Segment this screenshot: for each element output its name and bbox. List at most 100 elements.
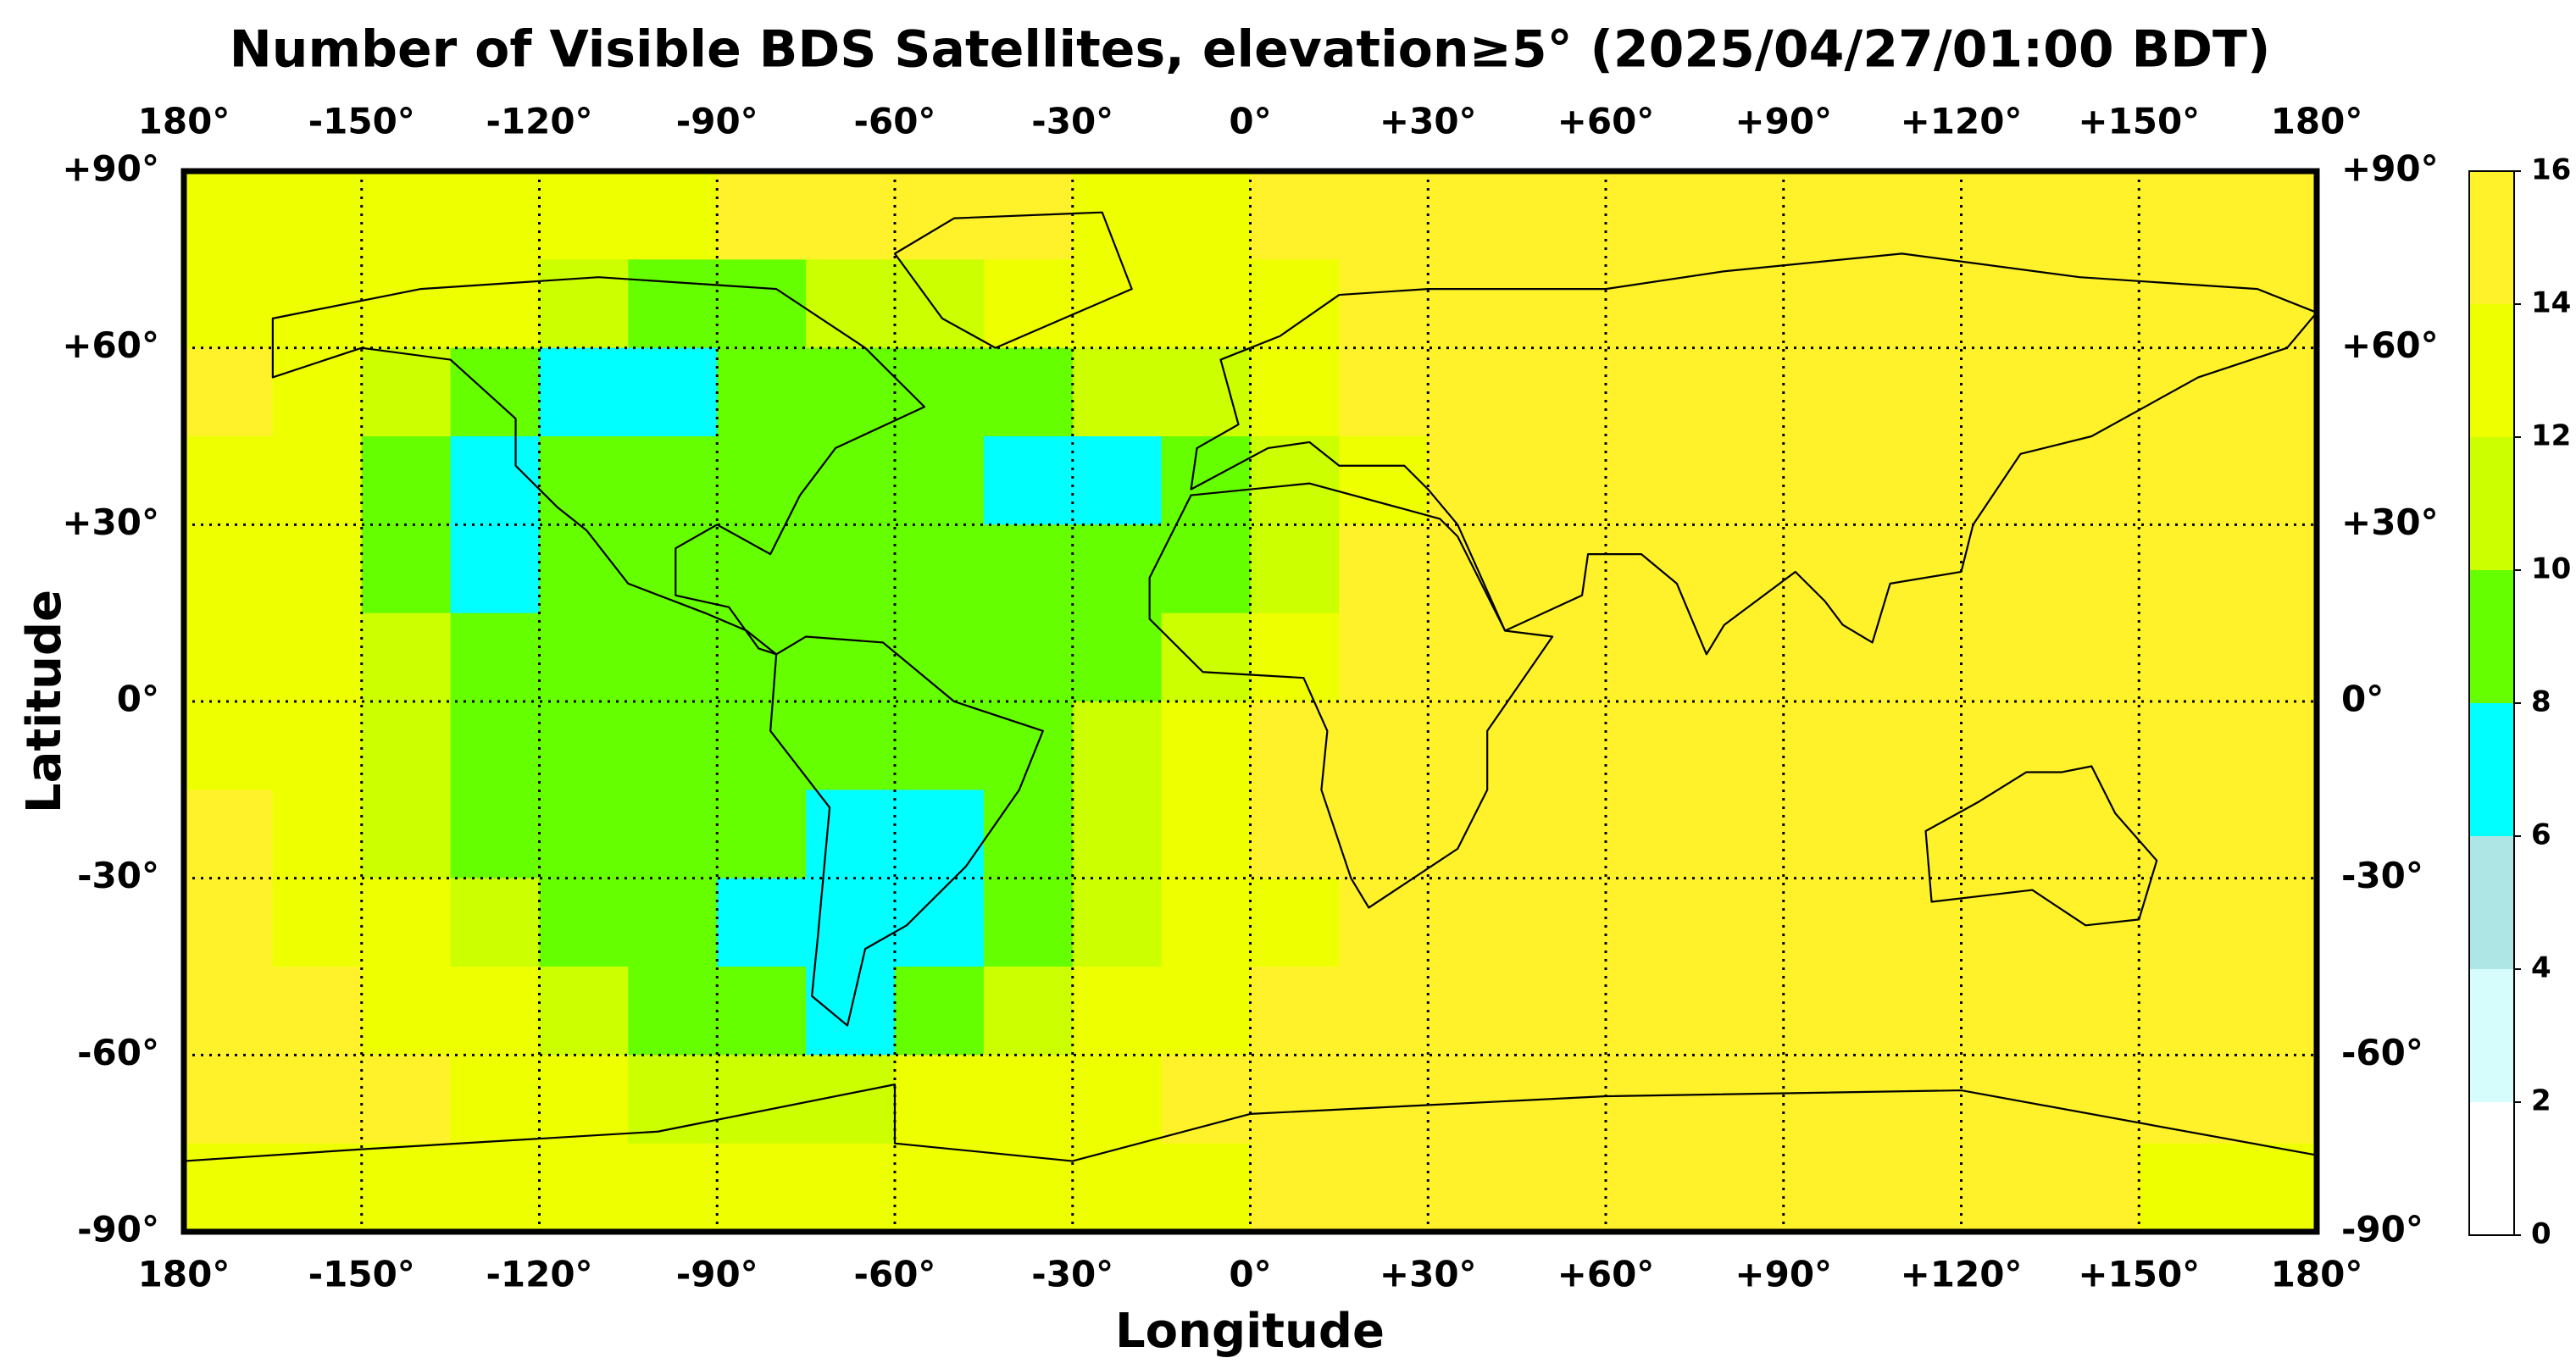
heatmap-cell: [1872, 171, 1962, 260]
heatmap-cell: [983, 1143, 1074, 1233]
heatmap-cell: [272, 171, 363, 260]
heatmap-cell: [1517, 347, 1607, 437]
heatmap-cell: [1250, 524, 1340, 614]
heatmap-cell: [2139, 171, 2229, 260]
colorbar-segment: [2469, 570, 2514, 703]
heatmap-cell: [983, 878, 1074, 967]
heatmap-cell: [1694, 347, 1785, 437]
heatmap-cell: [1517, 171, 1607, 260]
heatmap-cell: [2050, 967, 2140, 1056]
heatmap-cell: [450, 612, 540, 702]
heatmap-cell: [361, 436, 452, 525]
heatmap-cell: [895, 1055, 985, 1145]
heatmap-cell: [983, 347, 1074, 437]
heatmap-cell: [1428, 612, 1518, 702]
y-axis-label: Latitude: [17, 590, 72, 813]
heatmap-cell: [1872, 259, 1962, 349]
heatmap-cell: [1517, 259, 1607, 349]
heatmap-cell: [2050, 259, 2140, 349]
coastline: [895, 213, 1132, 348]
heatmap-cell: [1872, 524, 1962, 614]
x-tick-label: -150°: [308, 101, 415, 142]
heatmap-cell: [1161, 347, 1251, 437]
heatmap-cell: [2228, 259, 2318, 349]
heatmap-cell: [1961, 701, 2051, 790]
heatmap-cell: [1428, 524, 1518, 614]
heatmap-cell: [184, 171, 274, 260]
x-tick-label: +90°: [1735, 1254, 1832, 1295]
heatmap-cell: [450, 171, 540, 260]
heatmap-cell: [1694, 701, 1785, 790]
heatmap-cell: [539, 967, 629, 1056]
x-tick-label: +150°: [2078, 1254, 2200, 1295]
heatmap-cell: [628, 1055, 718, 1145]
heatmap-cell: [184, 347, 274, 437]
heatmap-cell: [539, 790, 629, 879]
heatmap-cell: [1428, 171, 1518, 260]
x-tick-label: -30°: [1031, 101, 1113, 142]
heatmap-cell: [1872, 1055, 1962, 1145]
heatmap-cell: [1161, 790, 1251, 879]
heatmap-cell: [717, 171, 807, 260]
heatmap-cell: [1428, 1143, 1518, 1233]
heatmap-cell: [539, 1143, 629, 1233]
heatmap-cell: [450, 524, 540, 614]
heatmap-cell: [539, 259, 629, 349]
heatmap-cell: [450, 347, 540, 437]
heatmap-cell: [717, 347, 807, 437]
heatmap-cell: [1783, 1055, 1874, 1145]
axes: 180° 180° -150° -150° -120° -120° -90° -90° -60°…: [62, 101, 2571, 1295]
heatmap-cell: [1161, 878, 1251, 967]
heatmap-cell: [806, 524, 896, 614]
heatmap-cell: [539, 524, 629, 614]
colorbar-segment: [2469, 836, 2514, 969]
heatmap-cell: [2139, 347, 2229, 437]
heatmap-cell: [1072, 259, 1163, 349]
x-tick-label: 0°: [1229, 101, 1271, 142]
heatmap-cell: [1250, 612, 1340, 702]
heatmap-cell: [717, 967, 807, 1056]
heatmap-cell: [2050, 524, 2140, 614]
heatmap-cell: [539, 701, 629, 790]
heatmap-cell: [1428, 347, 1518, 437]
heatmap-cell: [1694, 612, 1785, 702]
heatmap-cell: [1783, 878, 1874, 967]
heatmap-cell: [1339, 171, 1429, 260]
heatmap-cell: [2139, 524, 2229, 614]
heatmap-cell: [1428, 259, 1518, 349]
x-tick-label: +30°: [1380, 1254, 1477, 1295]
heatmap-cell: [806, 436, 896, 525]
heatmap-cell: [1783, 347, 1874, 437]
heatmap-cell: [1517, 612, 1607, 702]
heatmap-cell: [1961, 524, 2051, 614]
heatmap-cell: [1250, 347, 1340, 437]
heatmap-cell: [184, 436, 274, 525]
x-axis-label: Longitude: [1115, 1304, 1385, 1359]
heatmap-cell: [1783, 790, 1874, 879]
heatmap-cell: [806, 612, 896, 702]
coastline: [1150, 484, 1552, 908]
heatmap-cell: [628, 524, 718, 614]
heatmap-cell: [983, 612, 1074, 702]
heatmap-cell: [1606, 878, 1696, 967]
heatmap-cell: [539, 171, 629, 260]
heatmap-cell: [1694, 967, 1785, 1056]
heatmap-cell: [184, 701, 274, 790]
heatmap-cell: [1161, 259, 1251, 349]
map-frame: [180, 168, 2320, 1235]
heatmap-cell: [1961, 790, 2051, 879]
colorbar-segment: [2469, 171, 2514, 304]
heatmap-cell: [895, 524, 985, 614]
heatmap-cell: [1428, 967, 1518, 1056]
coastline: [770, 636, 1043, 1025]
heatmap-cell: [2050, 1143, 2140, 1233]
heatmap-cell: [1339, 967, 1429, 1056]
heatmap-cell: [1161, 524, 1251, 614]
heatmap-cell: [2050, 701, 2140, 790]
y-tick-label: 0°: [117, 679, 159, 720]
heatmap-cell: [2228, 347, 2318, 437]
heatmap-cell: [628, 436, 718, 525]
heatmap-cell: [1428, 701, 1518, 790]
heatmap-cell: [1161, 612, 1251, 702]
heatmap-cell: [1517, 1143, 1607, 1233]
